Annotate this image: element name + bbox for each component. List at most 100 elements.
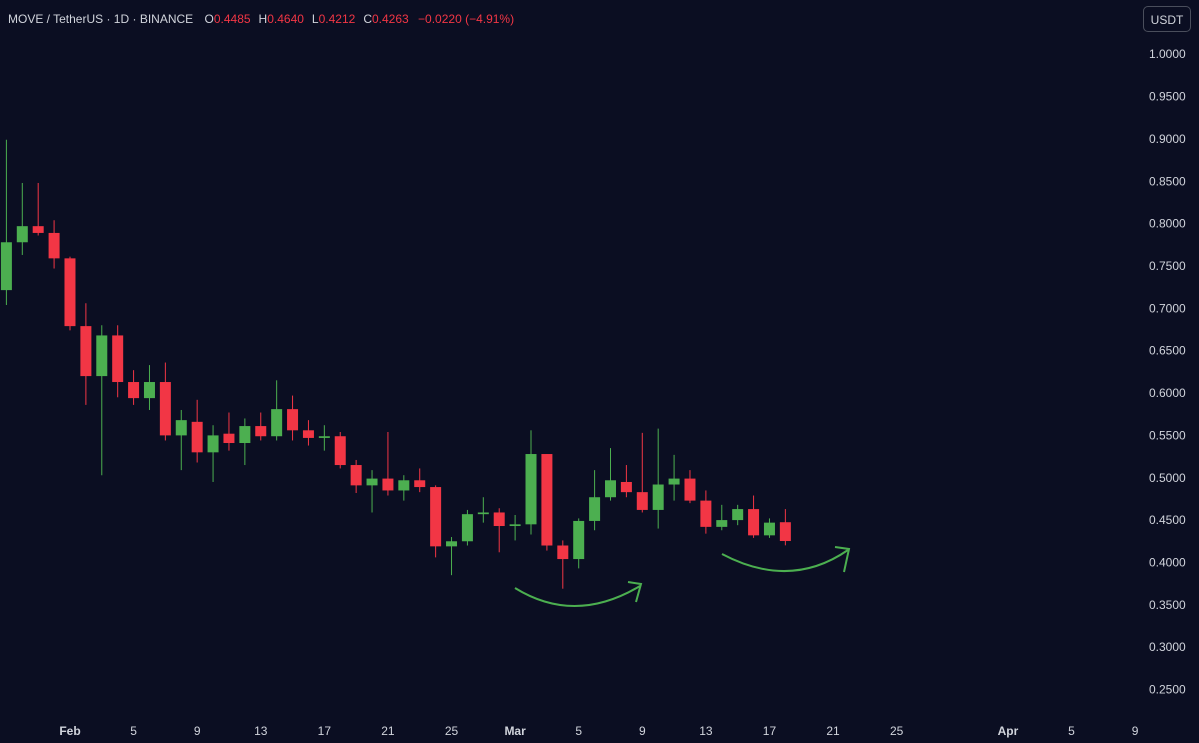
x-tick-label: 9: [1132, 724, 1139, 738]
candle-body: [80, 326, 92, 377]
x-tick-label: 21: [381, 724, 395, 738]
candle-body: [446, 541, 458, 547]
candle-body: [350, 465, 362, 486]
candle-body: [620, 481, 632, 493]
y-tick-label: 0.9500: [1149, 90, 1186, 104]
candle-body: [398, 480, 410, 491]
x-tick-label: 9: [194, 724, 201, 738]
y-tick-label: 0.9000: [1149, 132, 1186, 146]
ohlc-label: O: [204, 12, 214, 26]
x-tick-label: 17: [763, 724, 777, 738]
arrow: [721, 549, 849, 572]
y-tick-label: 0.8500: [1149, 174, 1186, 188]
candle-body: [16, 226, 28, 243]
ohlc-label: L: [311, 12, 319, 26]
candle-body: [271, 409, 283, 437]
x-tick-label: 5: [130, 724, 137, 738]
ohlc-label: C: [363, 12, 372, 26]
y-tick-label: 0.2500: [1149, 683, 1186, 697]
candle-body: [700, 500, 712, 527]
candle-body: [430, 487, 442, 547]
candle-body: [143, 382, 155, 399]
y-tick-label: 0.3000: [1149, 640, 1186, 654]
candle-body: [112, 335, 124, 383]
candle-body: [334, 436, 346, 466]
ohlc-value: 0.4263: [371, 12, 409, 26]
candle-body: [366, 478, 378, 486]
ohlc-value: 0.4485: [213, 12, 251, 26]
x-tick-label: 25: [890, 724, 904, 738]
candle-body: [175, 420, 187, 436]
y-tick-label: 0.6000: [1149, 386, 1186, 400]
candle-body: [684, 478, 696, 501]
candle-body: [159, 382, 171, 436]
candle-body: [589, 497, 601, 521]
y-tick-label: 0.3500: [1149, 598, 1186, 612]
ohlc-label: H: [258, 12, 268, 26]
candle-body: [573, 520, 585, 560]
y-tick-label: 0.8000: [1149, 217, 1186, 231]
y-tick-label: 0.6500: [1149, 344, 1186, 358]
y-tick-label: 0.5000: [1149, 471, 1186, 485]
candle-body: [207, 435, 219, 453]
candle-body: [223, 433, 235, 444]
candle-body: [493, 512, 505, 527]
x-tick-label: Apr: [998, 724, 1019, 738]
symbol-header: MOVE / TetherUS · 1D · BINANCE O0.4485 H0…: [8, 12, 514, 26]
candle-body: [191, 421, 203, 453]
candle-body: [302, 430, 314, 438]
x-tick-label: 5: [575, 724, 582, 738]
candle-body: [32, 226, 44, 233]
x-tick-label: Mar: [504, 724, 526, 738]
candle-body: [557, 545, 569, 560]
symbol: MOVE / TetherUS · 1D · BINANCE: [8, 12, 194, 26]
candle-body: [287, 409, 299, 431]
candle-body: [748, 509, 760, 536]
x-tick-label: 13: [699, 724, 713, 738]
candle-body: [318, 436, 330, 438]
candle-body: [779, 522, 791, 542]
x-tick-label: 5: [1068, 724, 1075, 738]
candle-body: [525, 454, 537, 525]
x-tick-label: 17: [318, 724, 332, 738]
y-tick-label: 0.7500: [1149, 259, 1186, 273]
arrow-head: [834, 546, 851, 573]
candle-body: [48, 232, 60, 259]
y-tick-label: 0.5500: [1149, 428, 1186, 442]
candle-body: [0, 242, 12, 291]
candle-body: [96, 335, 108, 377]
y-tick-label: 0.7000: [1149, 301, 1186, 315]
ohlc: O0.4485 H0.4640 L0.4212 C0.4263: [197, 12, 409, 26]
candle-body: [128, 382, 140, 399]
x-tick-label: Feb: [59, 724, 80, 738]
candle-body: [604, 480, 616, 498]
candle-body: [477, 512, 489, 515]
ohlc-value: 0.4640: [267, 12, 304, 26]
y-tick-label: 0.4000: [1149, 555, 1186, 569]
y-tick-label: 0.4500: [1149, 513, 1186, 527]
candle-body: [414, 480, 426, 488]
candle-body: [716, 520, 728, 527]
x-tick-label: 25: [445, 724, 459, 738]
x-tick-label: 13: [254, 724, 268, 738]
candle-body: [255, 426, 267, 437]
candle-body: [636, 492, 648, 510]
candle-body: [64, 258, 76, 327]
candle-body: [652, 484, 664, 510]
arrow: [514, 585, 641, 607]
candle-body: [509, 524, 521, 527]
candle-body: [732, 509, 744, 521]
ohlc-value: 0.4212: [318, 12, 356, 26]
candle-body: [382, 478, 394, 491]
candle-body: [541, 454, 553, 546]
arrow-head: [627, 581, 643, 603]
candle-body: [763, 522, 775, 536]
candle-body: [668, 478, 680, 485]
change: −0.0220 (−4.91%): [418, 12, 515, 26]
y-tick-label: 1.0000: [1149, 47, 1186, 61]
currency-button[interactable]: USDT: [1143, 6, 1191, 32]
candle-body: [239, 426, 251, 444]
candle-body: [461, 514, 473, 542]
